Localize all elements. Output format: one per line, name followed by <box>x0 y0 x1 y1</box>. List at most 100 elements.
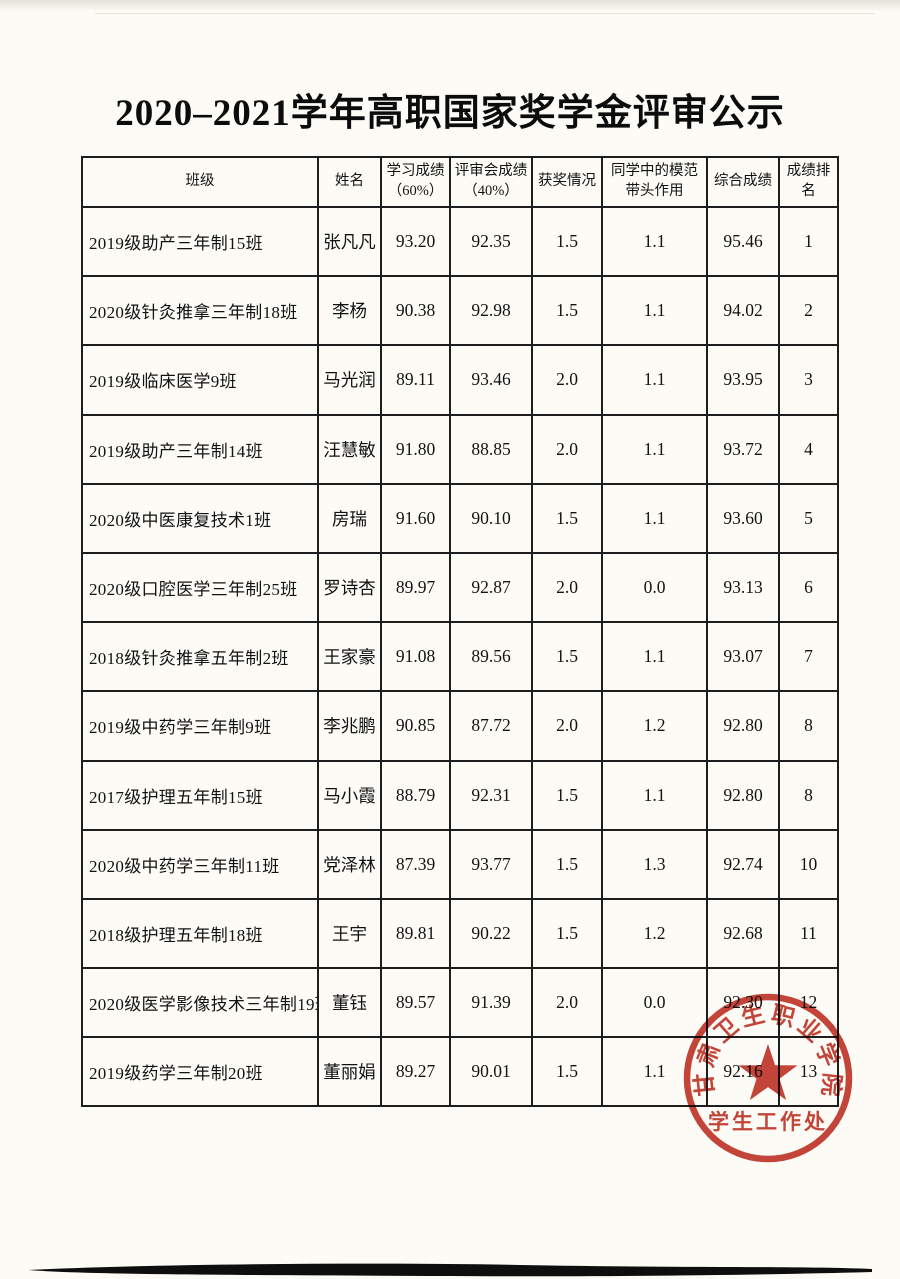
table-row: 2018级针灸推拿五年制2班 王家豪 91.08 89.56 1.5 1.1 93.07 7 <box>81 621 839 693</box>
cell-study-score: 89.97 <box>380 551 451 624</box>
cell-review-score: 93.46 <box>449 344 533 416</box>
cell-model-role: 0.0 <box>601 967 708 1039</box>
cell-total-score: 93.60 <box>706 482 780 554</box>
cell-name: 王家豪 <box>317 621 382 693</box>
cell-award: 1.5 <box>531 897 603 970</box>
cell-study-score: 90.85 <box>380 690 451 762</box>
cell-review-score: 90.10 <box>449 482 533 554</box>
cell-class: 2020级医学影像技术三年制19班 <box>81 967 319 1039</box>
cell-name: 房瑞 <box>317 482 382 554</box>
scholarship-table: 班级 姓名 学习成绩（60%） 评审会成绩（40%） 获奖情况 同学中的模范带头… <box>81 156 839 1108</box>
seal-arc-char: 院 <box>818 1072 846 1098</box>
cell-total-score: 92.74 <box>706 828 780 900</box>
cell-review-score: 91.39 <box>449 967 533 1039</box>
seal-arc-char: 职 <box>769 1001 797 1031</box>
cell-name: 罗诗杏 <box>317 551 382 624</box>
cell-rank: 11 <box>778 897 839 970</box>
cell-rank: 1 <box>778 205 839 278</box>
table-row: 2020级针灸推拿三年制18班 李杨 90.38 92.98 1.5 1.1 94.02 2 <box>81 275 839 347</box>
cell-total-score: 95.46 <box>706 205 780 278</box>
header-rank: 成绩排名 <box>778 156 839 208</box>
cell-model-role: 0.0 <box>601 551 708 624</box>
table-row: 2019级助产三年制14班 汪慧敏 91.80 88.85 2.0 1.1 93.72 4 <box>81 413 839 485</box>
cell-total-score: 93.07 <box>706 621 780 693</box>
cell-model-role: 1.1 <box>601 205 708 278</box>
cell-name: 张凡凡 <box>317 205 382 278</box>
cell-rank: 2 <box>778 275 839 347</box>
scan-artifact-bottom-edge <box>28 1263 872 1277</box>
cell-name: 李杨 <box>317 275 382 347</box>
cell-total-score: 92.80 <box>706 690 780 762</box>
cell-award: 2.0 <box>531 344 603 416</box>
cell-review-score: 90.22 <box>449 897 533 970</box>
cell-class: 2019级助产三年制15班 <box>81 205 319 278</box>
cell-review-score: 92.87 <box>449 551 533 624</box>
cell-model-role: 1.1 <box>601 275 708 347</box>
cell-name: 马小霞 <box>317 759 382 831</box>
cell-class: 2020级针灸推拿三年制18班 <box>81 275 319 347</box>
cell-award: 2.0 <box>531 413 603 485</box>
cell-study-score: 89.11 <box>380 344 451 416</box>
cell-model-role: 1.2 <box>601 690 708 762</box>
header-name: 姓名 <box>317 156 382 208</box>
cell-award: 1.5 <box>531 621 603 693</box>
cell-model-role: 1.3 <box>601 828 708 900</box>
cell-study-score: 91.08 <box>380 621 451 693</box>
cell-model-role: 1.1 <box>601 344 708 416</box>
cell-model-role: 1.1 <box>601 621 708 693</box>
header-review-score: 评审会成绩（40%） <box>449 156 533 208</box>
cell-review-score: 89.56 <box>449 621 533 693</box>
cell-award: 1.5 <box>531 1036 603 1108</box>
seal-ring <box>683 993 853 1163</box>
cell-award: 2.0 <box>531 967 603 1039</box>
cell-rank: 5 <box>778 482 839 554</box>
cell-award: 1.5 <box>531 482 603 554</box>
cell-total-score: 94.02 <box>706 275 780 347</box>
cell-name: 王宇 <box>317 897 382 970</box>
cell-name: 董丽娟 <box>317 1036 382 1108</box>
cell-study-score: 87.39 <box>380 828 451 900</box>
cell-class: 2019级药学三年制20班 <box>81 1036 319 1108</box>
cell-study-score: 89.27 <box>380 1036 451 1108</box>
cell-study-score: 91.60 <box>380 482 451 554</box>
cell-name: 董钰 <box>317 967 382 1039</box>
cell-rank: 4 <box>778 413 839 485</box>
cell-award: 1.5 <box>531 828 603 900</box>
cell-award: 1.5 <box>531 275 603 347</box>
cell-model-role: 1.2 <box>601 897 708 970</box>
header-study-score: 学习成绩（60%） <box>380 156 451 208</box>
cell-review-score: 92.31 <box>449 759 533 831</box>
table-header-row: 班级 姓名 学习成绩（60%） 评审会成绩（40%） 获奖情况 同学中的模范带头… <box>81 156 839 208</box>
cell-class: 2019级助产三年制14班 <box>81 413 319 485</box>
table-row: 2018级护理五年制18班 王宇 89.81 90.22 1.5 1.2 92.68 11 <box>81 897 839 970</box>
cell-review-score: 90.01 <box>449 1036 533 1108</box>
cell-model-role: 1.1 <box>601 759 708 831</box>
cell-study-score: 90.38 <box>380 275 451 347</box>
cell-rank: 8 <box>778 690 839 762</box>
header-award: 获奖情况 <box>531 156 603 208</box>
cell-class: 2019级临床医学9班 <box>81 344 319 416</box>
cell-review-score: 88.85 <box>449 413 533 485</box>
table-row: 2020级中药学三年制11班 党泽林 87.39 93.77 1.5 1.3 92.74 10 <box>81 828 839 900</box>
table-row: 2019级助产三年制15班 张凡凡 93.20 92.35 1.5 1.1 95.46 1 <box>81 205 839 278</box>
cell-rank: 7 <box>778 621 839 693</box>
cell-model-role: 1.1 <box>601 413 708 485</box>
header-total-score: 综合成绩 <box>706 156 780 208</box>
cell-class: 2020级口腔医学三年制25班 <box>81 551 319 624</box>
cell-class: 2019级中药学三年制9班 <box>81 690 319 762</box>
table-row: 2019级临床医学9班 马光润 89.11 93.46 2.0 1.1 93.95 3 <box>81 344 839 416</box>
table-row: 2020级中医康复技术1班 房瑞 91.60 90.10 1.5 1.1 93.60 5 <box>81 482 839 554</box>
cell-award: 2.0 <box>531 551 603 624</box>
cell-study-score: 89.57 <box>380 967 451 1039</box>
table-row: 2017级护理五年制15班 马小霞 88.79 92.31 1.5 1.1 92.80 8 <box>81 759 839 831</box>
stamp-bottom-text: 学生工作处 <box>708 1110 828 1134</box>
header-class: 班级 <box>81 156 319 208</box>
table-row: 2020级口腔医学三年制25班 罗诗杏 89.97 92.87 2.0 0.0 93.13 6 <box>81 551 839 624</box>
cell-name: 汪慧敏 <box>317 413 382 485</box>
cell-award: 2.0 <box>531 690 603 762</box>
cell-name: 李兆鹏 <box>317 690 382 762</box>
header-model-role: 同学中的模范带头作用 <box>601 156 708 208</box>
cell-rank: 3 <box>778 344 839 416</box>
cell-class: 2018级护理五年制18班 <box>81 897 319 970</box>
